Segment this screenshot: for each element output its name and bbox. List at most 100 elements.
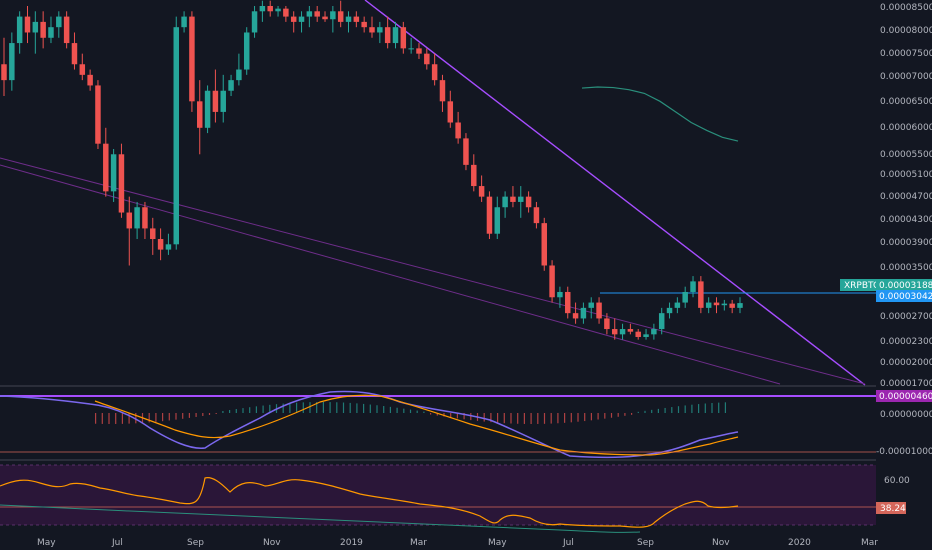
macd-value: 0.00000460 — [879, 392, 932, 402]
macd-histogram-bar — [403, 408, 405, 413]
price-tick: 0.00002000 — [880, 358, 932, 368]
macd-histogram-bar — [631, 413, 633, 415]
price-pane[interactable] — [0, 0, 876, 386]
candle-body — [674, 302, 681, 308]
candle-body — [56, 16, 62, 28]
macd-histogram-bar — [537, 413, 539, 424]
macd-histogram-bar — [677, 406, 680, 413]
price-tick: 0.00002700 — [880, 312, 932, 322]
macd-signal-line — [94, 394, 739, 456]
candle-body — [604, 318, 610, 330]
macd-histogram-bar — [249, 407, 251, 413]
time-axis[interactable]: May Jul Sep Nov 2019 Mar May Jul Sep Nov… — [37, 538, 878, 548]
macd-histogram-bar — [289, 403, 291, 413]
macd-histogram-bar — [188, 413, 190, 418]
time-tick: Mar — [410, 538, 427, 548]
candle-body — [197, 101, 203, 128]
candle-body — [627, 329, 634, 332]
macd-histogram-bar — [168, 413, 170, 421]
macd-histogram-bar — [490, 413, 492, 423]
candle-body — [71, 43, 78, 65]
descending-trendline — [364, 0, 866, 386]
rsi-pane[interactable] — [0, 464, 876, 533]
candle-body — [283, 8, 289, 17]
macd-histogram-bar — [342, 402, 345, 413]
candle-body — [118, 154, 125, 213]
candle-body — [181, 16, 187, 28]
macd-histogram-bar — [389, 406, 391, 413]
candle-body — [32, 21, 39, 33]
candle-body — [87, 74, 93, 86]
macd-histogram-bar — [222, 411, 224, 413]
macd-histogram-bar — [269, 404, 271, 413]
candle-body — [134, 207, 140, 229]
price-axis[interactable]: 0.00008500 0.00008000 0.00007500 0.00007… — [880, 3, 932, 389]
time-tick: Sep — [187, 538, 204, 548]
price-tick: 0.00005100 — [880, 170, 932, 180]
macd-histogram-bar — [617, 413, 619, 417]
macd-histogram-bar — [423, 411, 425, 413]
candle-body — [157, 239, 164, 250]
macd-histogram-bar — [430, 413, 432, 415]
candle-body — [502, 196, 508, 208]
price-tick: 0.00002300 — [880, 337, 932, 347]
candle-body — [713, 302, 720, 306]
macd-histogram-bar — [483, 413, 485, 422]
macd-histogram-bar — [369, 404, 371, 413]
candle-body — [384, 27, 391, 44]
candle-body — [431, 64, 438, 81]
candle-body — [103, 143, 109, 192]
candle-body — [212, 90, 219, 112]
candle-body — [79, 64, 86, 75]
candle-body — [721, 303, 728, 306]
candle-body — [63, 16, 70, 44]
macd-histogram-bar — [383, 406, 385, 413]
candle-body — [698, 281, 704, 308]
rsi-band — [0, 465, 876, 525]
price-tick: 0.00008000 — [880, 26, 932, 36]
candle-body — [228, 80, 234, 91]
candle-body — [142, 207, 148, 229]
macd-pane[interactable] — [0, 390, 876, 459]
macd-axis[interactable]: 0.00000460 0.00000000 -0.00001000 — [876, 390, 932, 457]
macd-histogram-bar — [101, 413, 103, 424]
time-tick: 2020 — [788, 538, 811, 548]
rsi-tick: 60.00 — [884, 476, 910, 486]
macd-tick: 0.00000000 — [880, 410, 932, 420]
macd-histogram-bar — [316, 402, 318, 413]
macd-histogram-bar — [644, 410, 646, 413]
candle-body — [275, 8, 281, 12]
symbol-tag[interactable] — [840, 279, 876, 291]
macd-histogram-bar — [704, 403, 706, 413]
candle-body — [290, 16, 297, 22]
macd-histogram-bar — [584, 413, 586, 422]
last-price-value: 0.00003188 — [879, 281, 932, 291]
rsi-line — [0, 477, 739, 528]
candles — [1, 0, 743, 340]
candle-body — [580, 307, 587, 319]
macd-tick: -0.00001000 — [876, 447, 932, 457]
candle-body — [525, 196, 532, 208]
macd-histogram-bar — [95, 413, 97, 424]
macd-histogram-bar — [597, 413, 599, 420]
macd-histogram-bar — [724, 402, 726, 413]
macd-line — [0, 390, 739, 459]
time-tick: Sep — [637, 538, 654, 548]
macd-histogram-bar — [135, 413, 137, 424]
macd-histogram-bar — [329, 402, 331, 413]
candle-body — [236, 69, 242, 81]
candle-body — [494, 207, 501, 234]
candle-body — [345, 16, 352, 22]
macd-histogram-bar — [637, 411, 639, 413]
rsi-axis[interactable]: 60.00 38.24 — [876, 476, 910, 514]
time-tick: May — [37, 538, 56, 548]
price-tick: 0.00003900 — [880, 238, 932, 248]
rsi-value-tag — [876, 502, 906, 514]
macd-histogram-bar — [409, 409, 412, 413]
candle-body — [110, 154, 117, 192]
macd-histogram-bar — [550, 413, 552, 424]
candle-body — [95, 85, 101, 144]
candle-body — [251, 11, 258, 33]
candle-body — [369, 27, 375, 33]
